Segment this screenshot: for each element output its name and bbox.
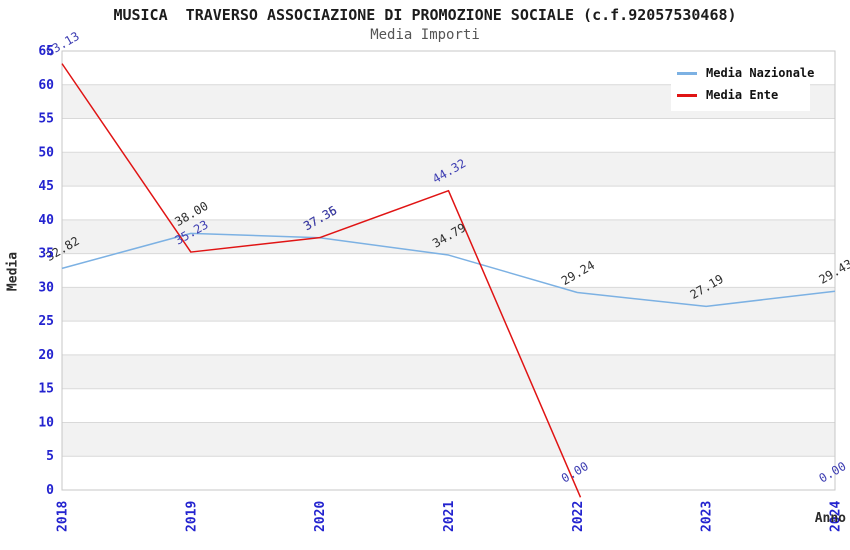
y-tick-label: 35 [38,247,54,262]
y-tick-label: 30 [38,280,54,295]
x-tick-label: 2023 [700,501,715,532]
y-tick-label: 15 [38,382,54,397]
media-nazionale-line-swatch-icon [677,71,697,75]
point-label-media-nazionale: 29.24 [559,258,597,288]
series-line-media-nazionale [61,232,836,308]
x-tick-label: 2021 [442,501,457,532]
point-label-media-nazionale: 29.43 [817,257,850,287]
plot-band [62,152,835,187]
y-tick-label: 0 [46,483,54,498]
y-tick-label: 45 [38,179,54,194]
legend-item-media-nazionale: Media Nazionale [677,66,814,80]
legend-item-media-ente: Media Ente [677,88,804,102]
plot-band [62,219,835,254]
point-label-media-ente: 0.00 [817,459,849,486]
media-ente-line-swatch-icon [677,93,697,97]
point-label-media-ente: 0.00 [559,459,591,486]
y-tick-label: 65 [38,44,54,59]
chart-title: MUSICA TRAVERSO ASSOCIAZIONE DI PROMOZIO… [113,6,737,24]
y-tick-label: 55 [38,112,54,127]
y-tick-label: 50 [38,145,54,160]
x-axis-title: Anno [814,511,846,526]
y-tick-label: 5 [46,449,54,464]
plot-border [61,50,836,491]
plot-band [62,354,835,389]
y-tick-label: 25 [38,314,54,329]
legend-label-media-nazionale: Media Nazionale [706,66,815,80]
chart-subtitle: Media Importi [370,27,480,43]
y-tick-label: 60 [38,78,54,93]
x-tick-label: 2020 [313,501,328,532]
x-tick-label: 2022 [571,501,586,532]
series-line-media-ente [61,63,582,498]
x-tick-label: 2024 [829,501,844,532]
y-tick-label: 10 [38,415,54,430]
plot-band [62,422,835,457]
x-tick-label: 2018 [56,501,71,532]
legend: Media Nazionale Media Ente [671,57,814,111]
y-tick-label: 20 [38,348,54,363]
legend-label-media-ente: Media Ente [706,88,779,102]
y-tick-label: 40 [38,213,54,228]
plot-band [62,287,835,322]
x-tick-label: 2019 [184,501,199,532]
